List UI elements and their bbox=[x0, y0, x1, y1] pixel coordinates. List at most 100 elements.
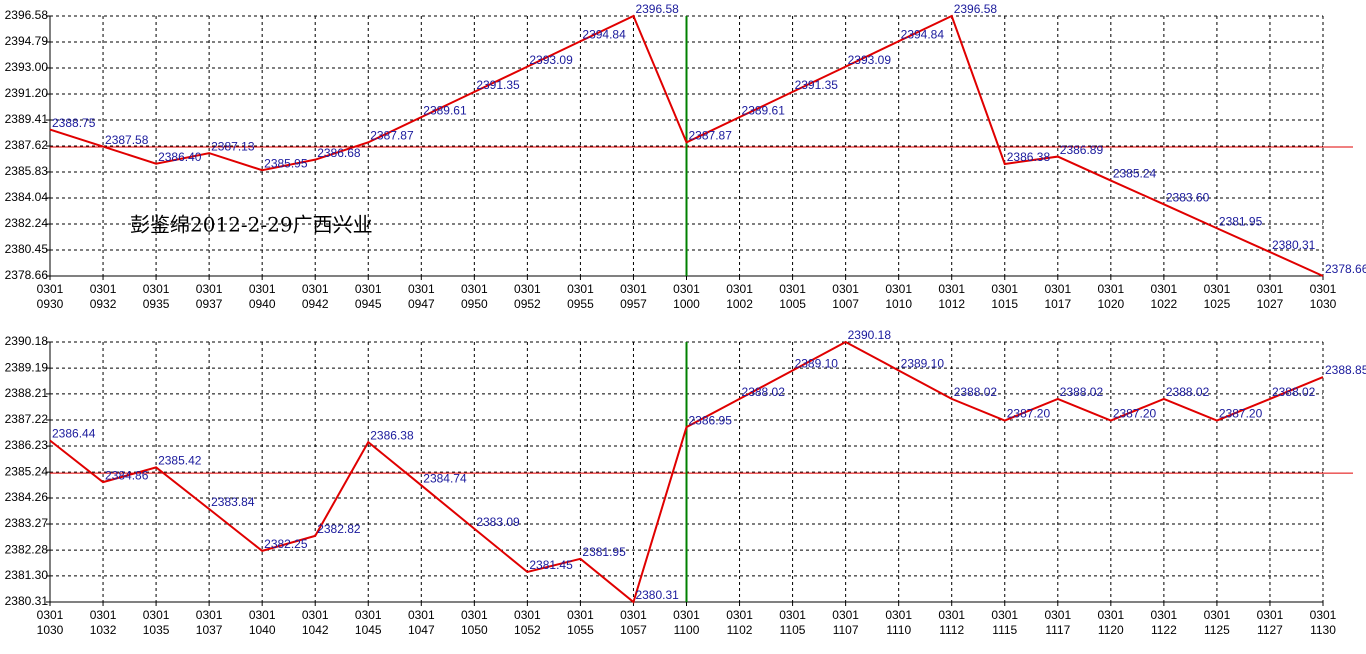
x-tick-label: 1042 bbox=[302, 623, 329, 637]
value-label: 2389.10 bbox=[795, 357, 839, 371]
x-tick-label: 0301 bbox=[567, 608, 594, 622]
x-tick-label: 0301 bbox=[143, 282, 170, 296]
x-tick-label: 1035 bbox=[143, 623, 170, 637]
value-label: 2387.87 bbox=[370, 129, 414, 143]
x-tick-label: 0301 bbox=[355, 608, 382, 622]
value-label: 2388.02 bbox=[1166, 385, 1210, 399]
x-tick-label: 1017 bbox=[1044, 297, 1071, 311]
value-label: 2390.18 bbox=[848, 328, 892, 342]
value-label: 2393.09 bbox=[848, 53, 892, 67]
x-tick-label: 0945 bbox=[355, 297, 382, 311]
x-tick-label: 0301 bbox=[90, 282, 117, 296]
x-tick-label: 0301 bbox=[196, 282, 223, 296]
x-tick-label: 1050 bbox=[461, 623, 488, 637]
x-tick-label: 1030 bbox=[1310, 297, 1337, 311]
value-label: 2387.20 bbox=[1219, 407, 1263, 421]
x-tick-label: 0301 bbox=[1044, 608, 1071, 622]
value-label: 2382.25 bbox=[264, 537, 308, 551]
value-label: 2394.84 bbox=[582, 27, 626, 41]
value-label: 2388.85 bbox=[1325, 363, 1366, 377]
x-tick-label: 0301 bbox=[37, 282, 64, 296]
y-tick-label: 2394.79 bbox=[5, 34, 49, 48]
value-label: 2388.02 bbox=[1272, 385, 1316, 399]
value-label: 2391.35 bbox=[795, 78, 839, 92]
x-tick-label: 1002 bbox=[726, 297, 753, 311]
value-label: 2381.45 bbox=[529, 558, 573, 572]
x-tick-label: 0301 bbox=[991, 282, 1018, 296]
x-tick-label: 0935 bbox=[143, 297, 170, 311]
y-tick-label: 2391.20 bbox=[5, 86, 49, 100]
x-tick-label: 0301 bbox=[37, 608, 64, 622]
value-label: 2386.38 bbox=[1007, 150, 1051, 164]
x-tick-label: 0301 bbox=[1257, 282, 1284, 296]
value-label: 2388.75 bbox=[52, 116, 96, 130]
x-tick-label: 0301 bbox=[779, 608, 806, 622]
value-label: 2383.60 bbox=[1166, 190, 1210, 204]
y-tick-label: 2396.58 bbox=[5, 8, 49, 22]
x-tick-label: 1130 bbox=[1310, 623, 1336, 637]
value-label: 2387.20 bbox=[1007, 407, 1051, 421]
value-label: 2388.02 bbox=[742, 385, 786, 399]
x-tick-label: 1102 bbox=[727, 623, 753, 637]
value-label: 2384.74 bbox=[423, 471, 467, 485]
x-tick-label: 0301 bbox=[1257, 608, 1284, 622]
value-label: 2385.42 bbox=[158, 454, 202, 468]
value-label: 2396.58 bbox=[954, 2, 998, 16]
annotation-box bbox=[110, 205, 570, 247]
y-tick-label: 2385.83 bbox=[5, 164, 49, 178]
x-tick-label: 0301 bbox=[1310, 282, 1337, 296]
x-tick-label: 0301 bbox=[991, 608, 1018, 622]
x-tick-label: 1047 bbox=[408, 623, 435, 637]
x-tick-label: 0301 bbox=[938, 608, 965, 622]
x-tick-label: 1125 bbox=[1204, 623, 1230, 637]
value-label: 2387.58 bbox=[105, 133, 149, 147]
x-tick-label: 0301 bbox=[1204, 282, 1231, 296]
x-tick-label: 0957 bbox=[620, 297, 647, 311]
value-label: 2380.31 bbox=[635, 588, 679, 602]
x-tick-label: 1127 bbox=[1257, 623, 1283, 637]
x-tick-label: 0301 bbox=[196, 608, 223, 622]
x-tick-label: 0301 bbox=[1097, 282, 1124, 296]
x-tick-label: 0301 bbox=[938, 282, 965, 296]
x-tick-label: 0301 bbox=[673, 608, 700, 622]
x-tick-label: 0932 bbox=[90, 297, 117, 311]
x-tick-label: 1117 bbox=[1045, 623, 1070, 637]
x-tick-label: 0301 bbox=[832, 608, 859, 622]
x-tick-label: 0301 bbox=[408, 608, 435, 622]
x-tick-label: 0301 bbox=[726, 282, 753, 296]
value-label: 2389.10 bbox=[901, 357, 945, 371]
x-tick-label: 0301 bbox=[408, 282, 435, 296]
x-tick-label: 0301 bbox=[514, 608, 541, 622]
x-tick-label: 1120 bbox=[1098, 623, 1124, 637]
x-tick-label: 1030 bbox=[37, 623, 64, 637]
x-tick-label: 1115 bbox=[992, 623, 1017, 637]
x-tick-label: 1032 bbox=[90, 623, 117, 637]
x-tick-label: 0301 bbox=[355, 282, 382, 296]
value-label: 2383.09 bbox=[476, 515, 520, 529]
value-label: 2394.84 bbox=[901, 27, 945, 41]
x-tick-label: 0301 bbox=[1097, 608, 1124, 622]
y-tick-label: 2390.18 bbox=[5, 334, 49, 348]
y-tick-label: 2380.31 bbox=[5, 594, 49, 608]
value-label: 2388.02 bbox=[1060, 385, 1104, 399]
x-tick-label: 0301 bbox=[885, 608, 912, 622]
x-tick-label: 0301 bbox=[1151, 282, 1178, 296]
data-line bbox=[49, 340, 1324, 604]
y-tick-label: 2389.41 bbox=[5, 112, 49, 126]
x-tick-label: 0301 bbox=[673, 282, 700, 296]
x-tick-label: 0930 bbox=[37, 297, 64, 311]
y-tick-label: 2388.21 bbox=[5, 386, 49, 400]
x-tick-label: 0950 bbox=[461, 297, 488, 311]
x-tick-label: 1055 bbox=[567, 623, 594, 637]
x-tick-label: 0301 bbox=[832, 282, 859, 296]
data-line bbox=[49, 14, 1324, 277]
value-label: 2387.20 bbox=[1113, 407, 1157, 421]
value-label: 2387.87 bbox=[689, 129, 733, 143]
x-tick-label: 0937 bbox=[196, 297, 223, 311]
value-label: 2381.95 bbox=[1219, 214, 1263, 228]
x-tick-label: 1112 bbox=[939, 623, 964, 637]
y-tick-label: 2378.66 bbox=[5, 268, 49, 282]
x-tick-label: 0301 bbox=[143, 608, 170, 622]
x-tick-label: 0301 bbox=[90, 608, 117, 622]
